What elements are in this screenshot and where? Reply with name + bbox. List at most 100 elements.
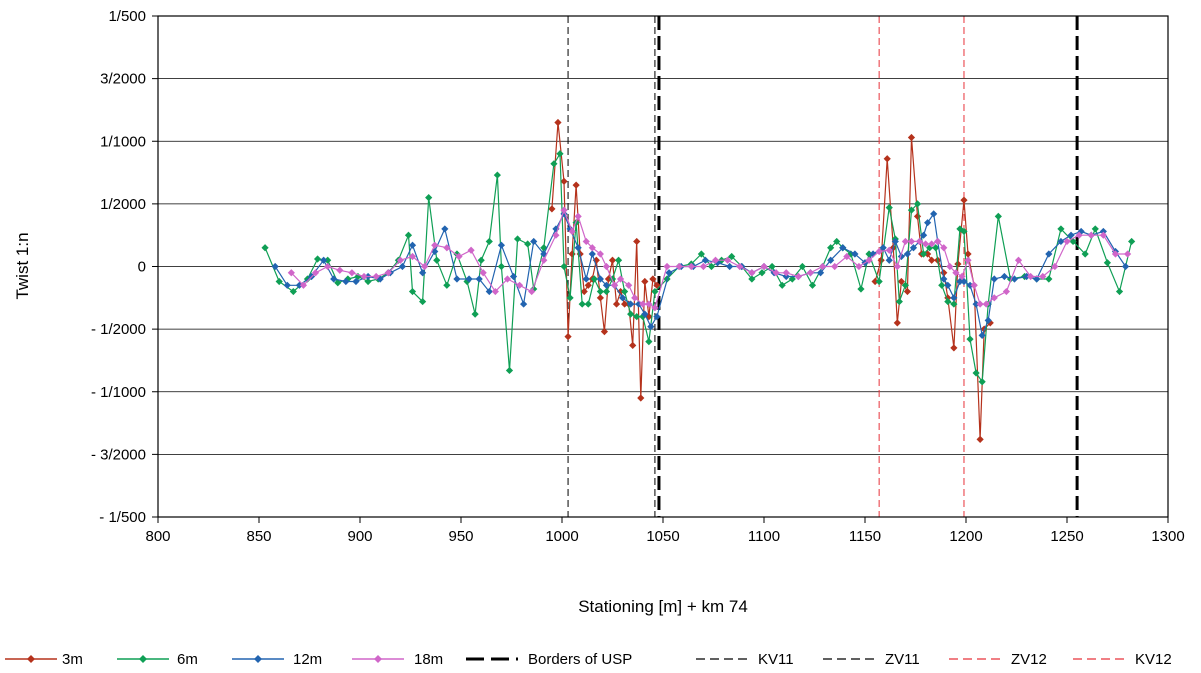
data-point-6m bbox=[1006, 275, 1015, 283]
data-point-6m bbox=[1115, 287, 1124, 296]
data-point-18m bbox=[663, 262, 671, 271]
data-point-12m bbox=[342, 277, 350, 286]
x-tick-label: 1100 bbox=[748, 528, 780, 545]
data-point-6m bbox=[556, 150, 564, 158]
data-point-12m bbox=[283, 281, 291, 289]
data-point-18m bbox=[806, 269, 815, 277]
data-point-12m bbox=[839, 244, 847, 252]
data-point-18m bbox=[287, 269, 295, 277]
data-point-12m bbox=[619, 294, 627, 302]
legend-label: Borders of USP bbox=[528, 651, 632, 668]
data-point-18m bbox=[396, 256, 404, 264]
legend-item-3m: 3m bbox=[5, 651, 83, 668]
x-tick-label: 1200 bbox=[949, 528, 982, 545]
data-point-3m bbox=[548, 205, 556, 213]
data-point-3m bbox=[928, 256, 936, 264]
data-point-18m bbox=[782, 269, 790, 277]
series-lines bbox=[261, 118, 1136, 443]
data-point-12m bbox=[330, 275, 338, 283]
data-point-6m bbox=[443, 281, 451, 289]
data-point-6m bbox=[313, 255, 322, 263]
data-point-12m bbox=[930, 210, 938, 218]
data-point-6m bbox=[275, 277, 283, 286]
data-point-18m bbox=[467, 246, 475, 254]
data-point-6m bbox=[608, 275, 617, 283]
data-point-6m bbox=[919, 250, 928, 258]
data-point-6m bbox=[778, 281, 786, 289]
data-point-6m bbox=[907, 206, 916, 214]
data-point-18m bbox=[1087, 231, 1095, 239]
legend-marker-swatch bbox=[374, 655, 382, 663]
data-point-12m bbox=[879, 244, 887, 252]
x-tick-label: 1300 bbox=[1151, 528, 1184, 545]
data-point-6m bbox=[748, 275, 756, 283]
data-point-18m bbox=[915, 237, 924, 246]
data-point-6m bbox=[578, 300, 586, 308]
data-point-12m bbox=[782, 272, 790, 281]
data-point-18m bbox=[588, 244, 596, 252]
data-point-18m bbox=[336, 266, 344, 274]
data-point-3m bbox=[960, 196, 968, 204]
data-point-12m bbox=[509, 272, 518, 281]
data-point-12m bbox=[475, 275, 483, 283]
data-point-3m bbox=[564, 333, 572, 341]
data-point-12m bbox=[588, 250, 596, 258]
x-tick-label: 950 bbox=[448, 528, 473, 545]
data-point-3m bbox=[596, 294, 604, 302]
legend-item-12m: 12m bbox=[232, 651, 322, 668]
data-point-3m bbox=[653, 281, 661, 289]
data-point-3m bbox=[976, 435, 984, 443]
data-point-18m bbox=[1014, 256, 1023, 264]
data-point-6m bbox=[972, 369, 980, 377]
data-point-6m bbox=[966, 335, 974, 343]
data-point-6m bbox=[944, 297, 952, 306]
data-point-6m bbox=[1045, 275, 1053, 283]
data-point-12m bbox=[978, 331, 986, 339]
data-point-6m bbox=[602, 287, 611, 296]
data-point-6m bbox=[493, 171, 501, 179]
legend-label: KV11 bbox=[758, 651, 794, 668]
data-point-3m bbox=[629, 341, 637, 350]
data-point-12m bbox=[497, 241, 505, 249]
data-point-18m bbox=[907, 237, 916, 246]
data-point-12m bbox=[441, 225, 449, 233]
legend: 3m 6m 12m 18m Borders of USP KV11 ZV11 ZV12 KV12 bbox=[5, 651, 1172, 668]
data-point-12m bbox=[641, 310, 649, 318]
data-point-6m bbox=[524, 240, 532, 248]
data-point-12m bbox=[1067, 231, 1075, 239]
data-point-6m bbox=[798, 262, 806, 271]
series-line-3m bbox=[551, 122, 658, 399]
data-point-18m bbox=[687, 262, 695, 271]
data-point-12m bbox=[972, 300, 980, 308]
data-point-6m bbox=[857, 285, 865, 293]
data-point-6m bbox=[960, 227, 968, 236]
data-point-6m bbox=[560, 262, 568, 271]
y-tick-label: 1/2000 bbox=[100, 196, 146, 213]
legend-label: 12m bbox=[293, 651, 322, 668]
data-point-12m bbox=[465, 275, 473, 283]
data-point-18m bbox=[901, 237, 909, 246]
data-point-18m bbox=[491, 287, 499, 296]
data-point-6m bbox=[833, 237, 841, 246]
legend-item-zv11: ZV11 bbox=[823, 651, 920, 668]
y-tick-label: - 1/500 bbox=[99, 509, 146, 526]
data-point-18m bbox=[1099, 231, 1107, 239]
data-point-18m bbox=[540, 256, 548, 264]
data-point-6m bbox=[513, 235, 522, 243]
data-point-18m bbox=[1027, 272, 1035, 281]
data-point-12m bbox=[596, 275, 604, 283]
data-point-6m bbox=[621, 287, 629, 296]
data-point-6m bbox=[808, 281, 817, 289]
data-point-18m bbox=[990, 294, 998, 302]
legend-label: ZV11 bbox=[885, 651, 920, 668]
data-point-18m bbox=[503, 275, 512, 283]
series-18m bbox=[287, 206, 1132, 312]
data-point-18m bbox=[443, 244, 451, 252]
data-point-18m bbox=[574, 212, 582, 220]
data-point-6m bbox=[453, 250, 461, 258]
data-point-12m bbox=[530, 237, 538, 246]
data-point-6m bbox=[1103, 259, 1111, 267]
data-point-18m bbox=[928, 240, 936, 248]
data-point-18m bbox=[360, 272, 368, 281]
data-point-12m bbox=[960, 277, 968, 286]
